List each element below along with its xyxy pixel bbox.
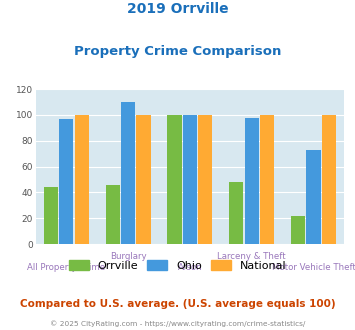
Bar (44, 187, 58, 244)
Bar (167, 115, 182, 244)
Bar (59, 119, 73, 244)
Text: © 2025 CityRating.com - https://www.cityrating.com/crime-statistics/: © 2025 CityRating.com - https://www.city… (50, 320, 305, 327)
Bar (136, 115, 151, 244)
Bar (260, 115, 274, 244)
Text: Larceny & Theft: Larceny & Theft (217, 252, 286, 261)
Bar (121, 102, 135, 244)
Text: All Property Crime: All Property Crime (27, 263, 105, 272)
Bar (198, 115, 213, 244)
Text: Motor Vehicle Theft: Motor Vehicle Theft (272, 263, 355, 272)
Bar (183, 115, 197, 244)
Text: Compared to U.S. average. (U.S. average equals 100): Compared to U.S. average. (U.S. average … (20, 299, 335, 309)
Text: Property Crime Comparison: Property Crime Comparison (74, 45, 281, 57)
Text: Burglary: Burglary (110, 252, 147, 261)
Bar (306, 150, 321, 244)
Text: 2019 Orrville: 2019 Orrville (127, 2, 228, 16)
Legend: Orrville, Ohio, National: Orrville, Ohio, National (66, 258, 289, 273)
Text: Arson: Arson (178, 263, 202, 272)
Bar (75, 115, 89, 244)
Bar (245, 117, 259, 244)
Bar (229, 182, 244, 244)
Bar (105, 185, 120, 244)
Bar (291, 216, 305, 244)
Bar (322, 115, 336, 244)
